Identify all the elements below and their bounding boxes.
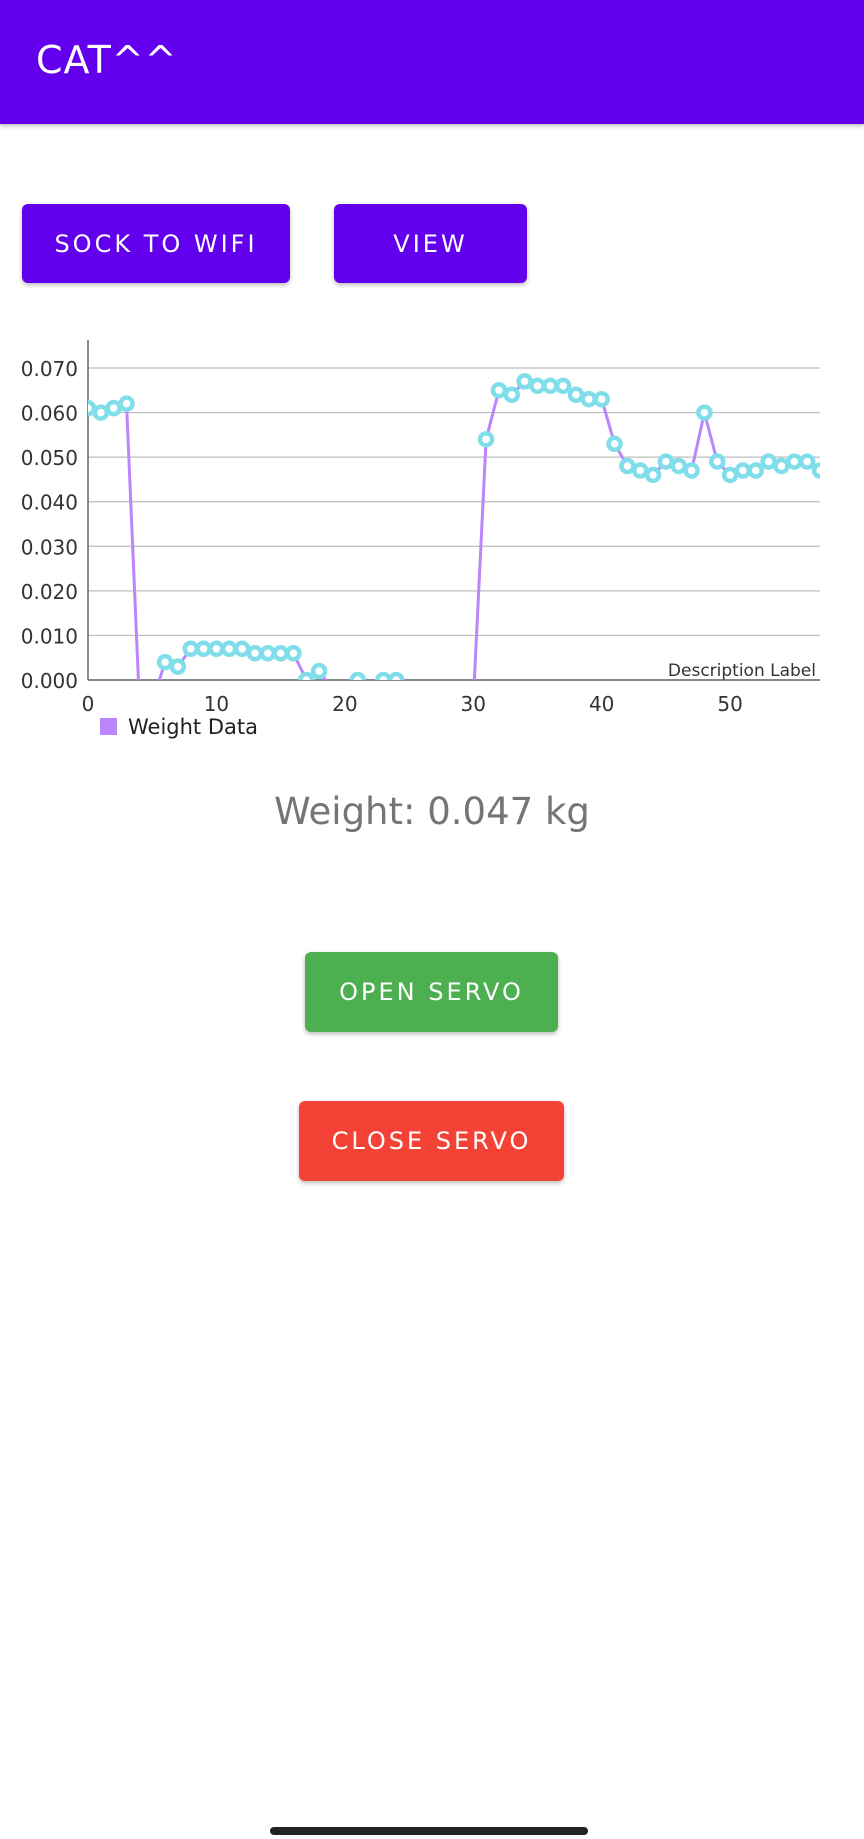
data-point: [593, 390, 610, 408]
data-point: [567, 386, 585, 403]
weight-value: 0.047: [427, 790, 534, 833]
data-point: [644, 466, 662, 484]
weight-chart: 0.000 0.010 0.020 0.030 0.040 0.050 0.060 0.070…: [0, 330, 864, 750]
data-point: [208, 640, 225, 658]
app-title: CAT^^: [36, 38, 178, 82]
data-point: [442, 696, 454, 708]
data-point: [747, 462, 765, 479]
data-point: [554, 377, 572, 395]
y-tick-label: 0.020: [21, 580, 78, 604]
data-point: [105, 399, 122, 417]
x-axis-ticks: 0 10 20 30 40 50: [82, 692, 743, 716]
y-tick-label: 0.050: [21, 446, 78, 470]
weight-readout: Weight: 0.047 kg: [0, 790, 864, 833]
chart-description-label: Description Label: [668, 661, 816, 681]
grid-lines: [88, 367, 820, 681]
data-point: [503, 386, 521, 403]
data-point: [349, 671, 366, 680]
view-button[interactable]: VIEW: [334, 204, 527, 283]
axes: [87, 340, 820, 681]
data-point: [516, 373, 533, 390]
x-tick-label: 0: [82, 692, 95, 716]
y-tick-label: 0.060: [21, 402, 78, 426]
y-tick-label: 0.070: [21, 357, 78, 381]
data-point: [798, 453, 816, 470]
data-point: [272, 645, 289, 662]
x-tick-label: 30: [461, 692, 486, 716]
data-point: [246, 645, 264, 662]
data-point: [580, 390, 598, 408]
data-point: [118, 395, 135, 412]
x-tick-label: 10: [204, 692, 229, 716]
app-bar: CAT^^: [0, 0, 864, 124]
data-point: [477, 431, 495, 448]
sock-to-wifi-button[interactable]: SOCK TO WIFI: [22, 204, 290, 283]
data-point: [375, 671, 392, 680]
data-point: [683, 462, 700, 479]
data-point: [387, 671, 405, 680]
data-point: [88, 399, 97, 417]
x-tick-label: 50: [717, 692, 742, 716]
x-tick-label: 20: [332, 692, 357, 716]
data-point: [298, 671, 315, 680]
y-axis-ticks: 0.000 0.010 0.020 0.030 0.040 0.050 0.060 0.070: [21, 357, 78, 693]
home-indicator[interactable]: [270, 1827, 588, 1835]
data-point: [696, 404, 713, 421]
data-point: [416, 696, 428, 708]
data-point: [285, 645, 302, 662]
data-point: [490, 382, 508, 399]
weight-line-chart: 0.000 0.010 0.020 0.030 0.040 0.050 0.060 0.070…: [21, 340, 820, 739]
weight-unit: kg: [544, 790, 590, 833]
data-point: [403, 696, 415, 708]
data-point: [529, 377, 546, 395]
data-point: [606, 435, 623, 453]
y-tick-label: 0.000: [21, 669, 78, 693]
data-point: [195, 640, 212, 658]
data-point: [657, 453, 675, 470]
data-point: [233, 640, 251, 658]
data-point: [133, 696, 145, 708]
data-point: [734, 462, 752, 479]
open-servo-button[interactable]: OPEN SERVO: [305, 952, 558, 1032]
weight-label: Weight:: [274, 790, 416, 833]
series-weight-data: [88, 373, 820, 708]
data-point: [786, 453, 803, 470]
legend-swatch: [100, 718, 117, 735]
data-point: [542, 377, 559, 395]
data-point: [92, 404, 110, 421]
data-point: [721, 466, 739, 484]
data-point: [631, 462, 649, 479]
data-point: [619, 457, 636, 475]
close-servo-button[interactable]: CLOSE SERVO: [299, 1101, 564, 1181]
data-point: [811, 462, 820, 479]
data-point: [156, 653, 174, 671]
chart-legend: Weight Data: [100, 715, 258, 739]
y-tick-label: 0.010: [21, 624, 78, 648]
data-point: [429, 696, 441, 708]
y-tick-label: 0.030: [21, 535, 78, 559]
x-tick-label: 40: [589, 692, 614, 716]
data-point: [773, 457, 790, 475]
data-point: [146, 696, 158, 708]
data-point: [221, 640, 238, 658]
y-tick-label: 0.040: [21, 491, 78, 515]
data-point: [182, 640, 199, 658]
data-point: [670, 457, 687, 475]
legend-label: Weight Data: [128, 715, 258, 739]
data-point: [259, 645, 277, 662]
data-point: [365, 683, 377, 695]
data-point: [169, 658, 187, 675]
data-point: [310, 662, 328, 680]
data-point: [709, 453, 726, 470]
data-point: [760, 453, 777, 470]
